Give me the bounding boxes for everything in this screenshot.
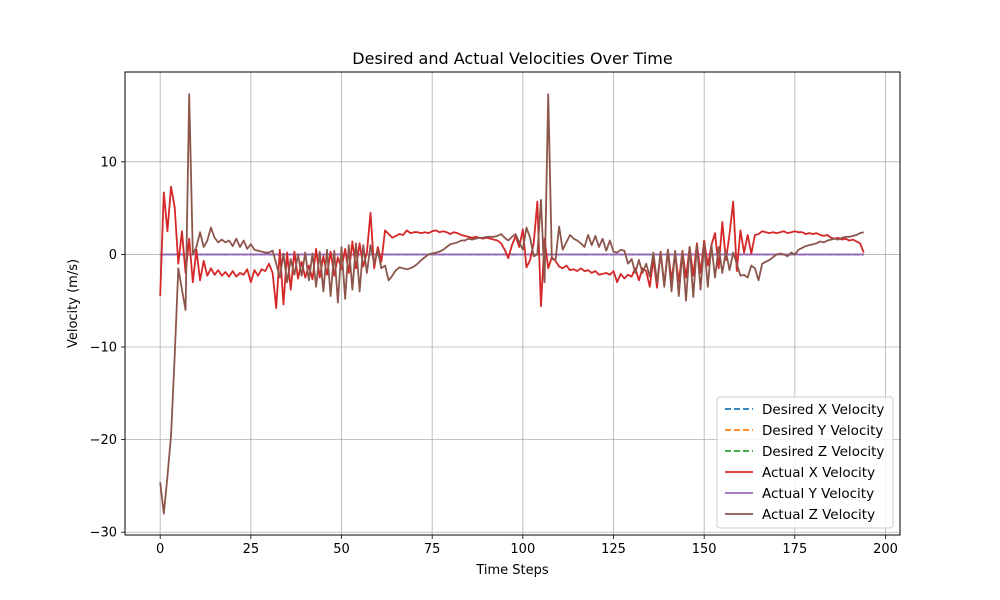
y-tick-label: −10 (90, 341, 117, 356)
x-tick-label: 0 (156, 542, 164, 557)
x-tick-label: 200 (873, 542, 898, 557)
y-tick-label: −30 (90, 526, 117, 541)
legend-label: Desired X Velocity (762, 402, 884, 418)
x-tick-label: 50 (333, 542, 350, 557)
legend: Desired X Velocity Desired Y Velocity Desi… (716, 396, 894, 529)
y-tick-label: 10 (100, 155, 117, 170)
chart-title: Desired and Actual Velocities Over Time (352, 49, 672, 68)
legend-label: Desired Z Velocity (762, 444, 884, 460)
x-tick-label: 75 (424, 542, 441, 557)
y-tick-label: −20 (90, 433, 117, 448)
y-tick-label: 0 (109, 248, 117, 263)
x-tick-label: 175 (782, 542, 807, 557)
y-axis-label: Velocity (m/s) (66, 259, 81, 348)
legend-label: Desired Y Velocity (762, 423, 883, 439)
x-tick-label: 125 (601, 542, 626, 557)
series-line-6 (159, 93, 864, 515)
x-tick-label: 25 (243, 542, 260, 557)
x-tick-label: 100 (510, 542, 535, 557)
x-axis-label: Time Steps (475, 563, 549, 578)
legend-label: Actual Y Velocity (762, 486, 874, 502)
legend-label: Actual Z Velocity (762, 507, 875, 523)
axis-ticks: 0 25 50 75 100 125 150 175 200 −30 −20 −10 0 10 (90, 155, 898, 557)
series-layer (159, 93, 865, 515)
legend-box (716, 396, 894, 529)
legend-label: Actual X Velocity (762, 465, 875, 481)
series-line-4 (159, 185, 865, 310)
x-tick-label: 150 (692, 542, 717, 557)
plot-frame (124, 71, 901, 536)
